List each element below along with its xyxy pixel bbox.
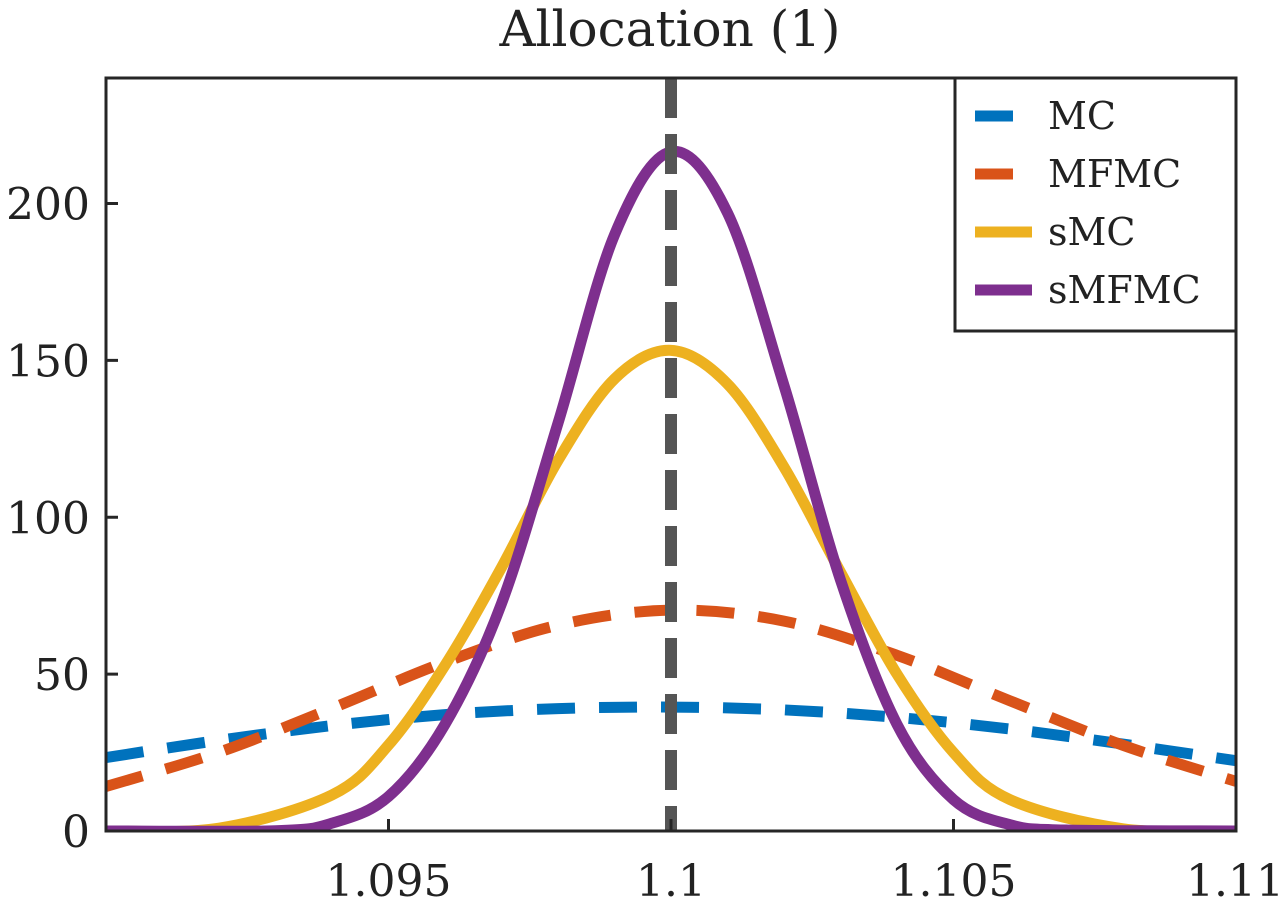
y-tick-label: 200: [6, 180, 90, 231]
x-tick-label: 1.105: [891, 856, 1017, 904]
legend-label-smfmc: sMFMC: [1048, 268, 1201, 312]
y-tick-label: 0: [62, 807, 90, 858]
x-tick-label: 1.095: [326, 856, 452, 904]
legend-label-mfmc: MFMC: [1048, 152, 1181, 196]
y-tick-label: 50: [34, 650, 90, 701]
y-tick-label: 100: [6, 493, 90, 544]
legend: MC MFMC sMC sMFMC: [953, 76, 1238, 333]
series-line-smc: [106, 344, 1236, 831]
tick-layer: 1.095 1.1 1.105 1.11 0 50 100 150 200: [6, 180, 1284, 904]
x-tick-label: 1.11: [1186, 856, 1284, 904]
x-tick-label: 1.1: [636, 856, 706, 904]
legend-label-smc: sMC: [1048, 210, 1136, 254]
chart-title: Allocation (1): [498, 0, 840, 58]
y-tick-label: 150: [6, 336, 90, 387]
legend-label-mc: MC: [1048, 94, 1116, 138]
